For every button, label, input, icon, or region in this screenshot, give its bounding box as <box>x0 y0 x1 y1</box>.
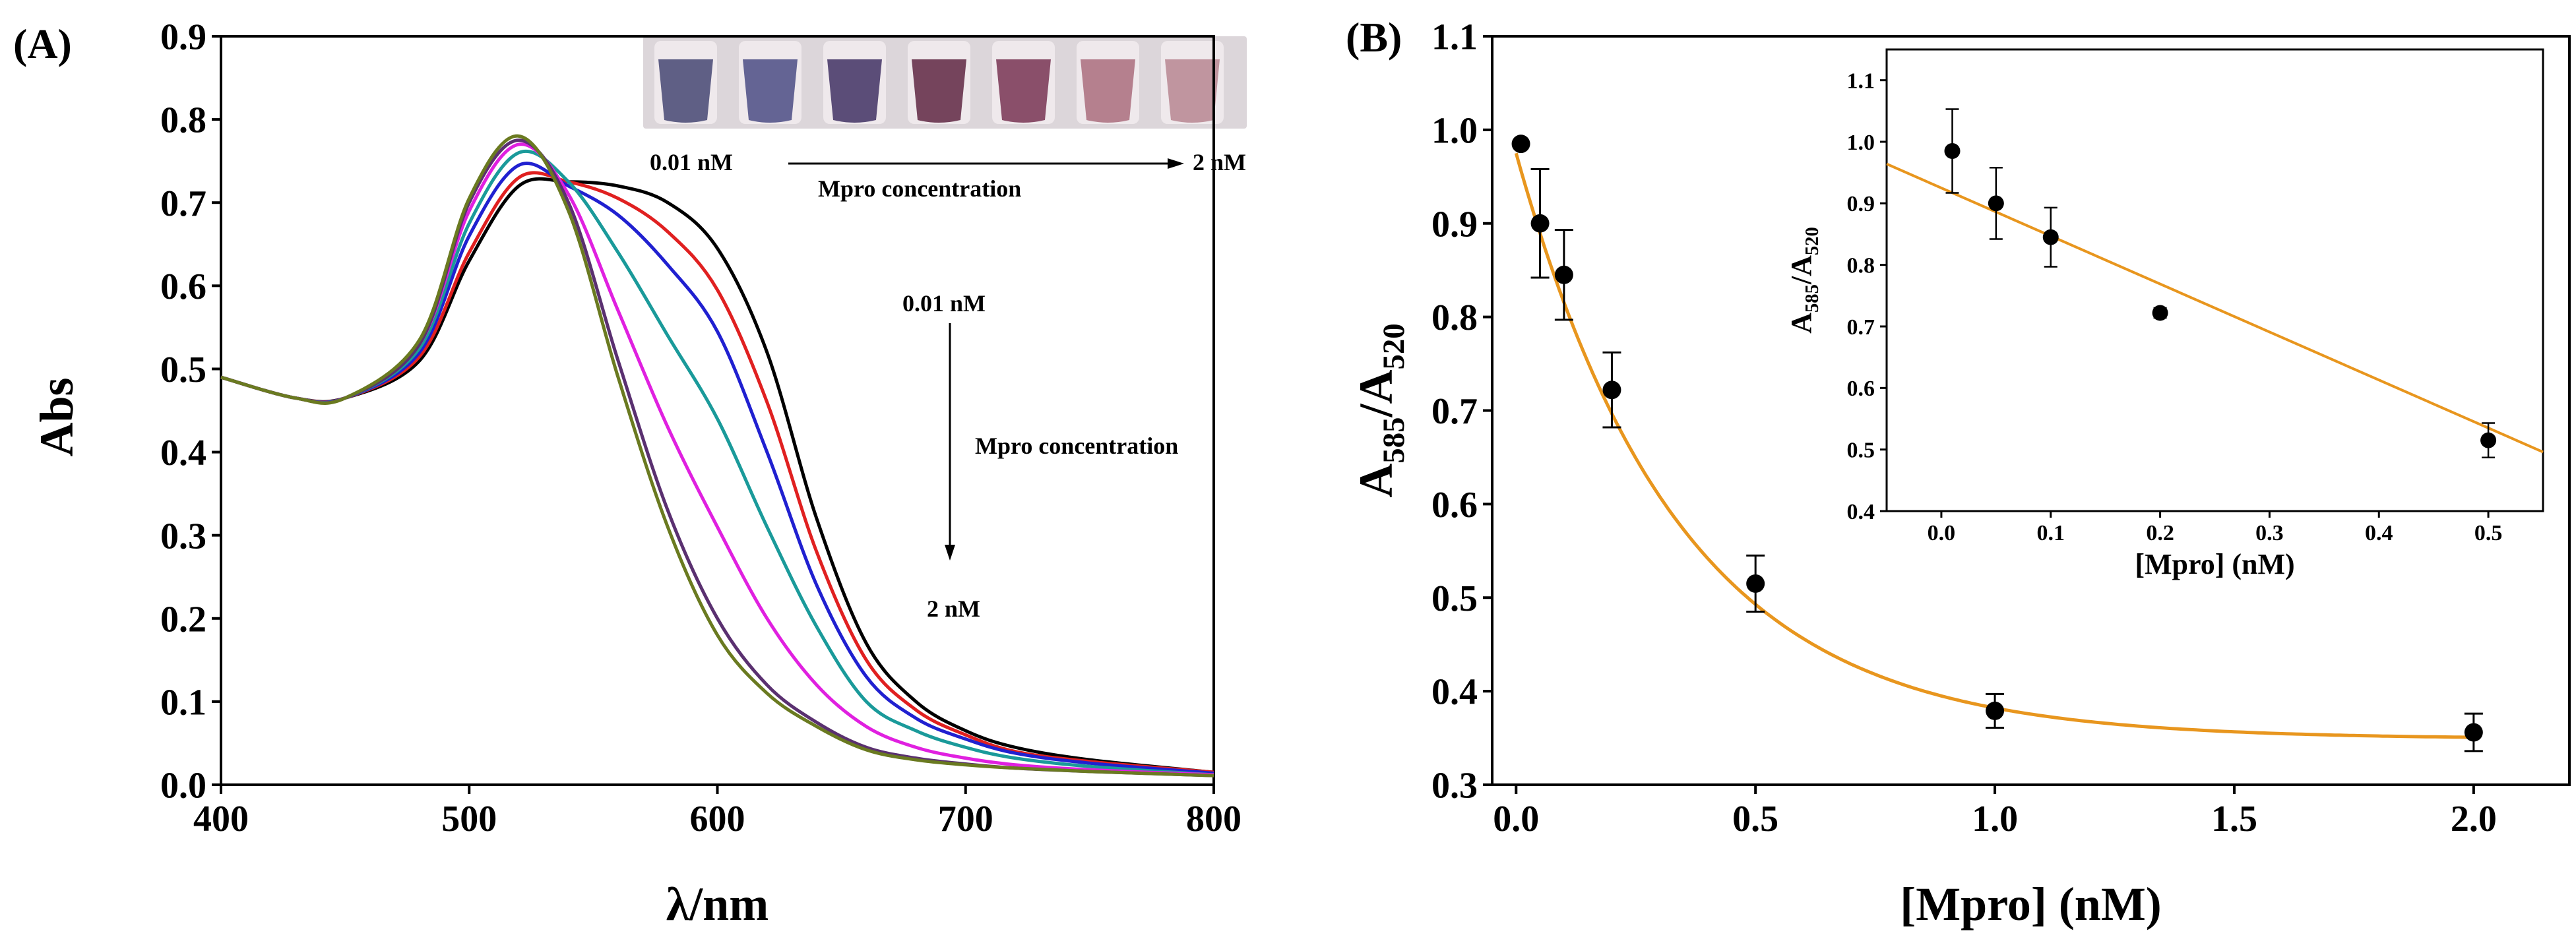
tube-liquid <box>912 59 966 123</box>
tube-liquid <box>996 59 1051 123</box>
data-point <box>2152 305 2168 321</box>
spectrum-line <box>220 177 1214 774</box>
spectrum-line <box>220 142 1214 777</box>
y-tick-label: 1.0 <box>1431 110 1478 151</box>
y-tick-label: 1.1 <box>1431 17 1478 58</box>
photo-label-right: 2 nM <box>1193 149 1246 175</box>
y-tick-label: 0.8 <box>1847 254 1875 278</box>
inset-background <box>1887 49 2543 511</box>
spectrum-line <box>220 171 1214 774</box>
tube-liquid <box>658 59 713 123</box>
y-tick-label: 0.3 <box>1431 766 1478 807</box>
y-tick-label: 0.8 <box>1431 297 1478 338</box>
plot-b-inset: 0.0 0.1 0.2 0.3 0.4 0.5 0.4 0.5 0.6 0.7 0.8 0.9 1.0 1… <box>1785 48 2544 580</box>
x-tick-label: 0.5 <box>2474 521 2503 545</box>
y-tick-label: 0.4 <box>160 433 206 474</box>
y-tick-label: 0.6 <box>1847 377 1875 401</box>
plot-b-main: 0.0 0.5 1.0 1.5 2.0 0.3 0.4 0.5 0.6 0.7 0.8 0.9 1.0 1… <box>1350 17 2571 931</box>
y-tick-label: 0.8 <box>160 100 206 141</box>
spectrum-line <box>220 134 1214 778</box>
y-tick-label: 0.4 <box>1847 500 1875 524</box>
y-tick-label: 0.5 <box>160 350 206 390</box>
data-point <box>1530 214 1550 233</box>
tube-liquid <box>827 59 882 123</box>
x-tick-label: 0.1 <box>2037 521 2065 545</box>
annot-top-label: 0.01 nM <box>902 290 986 317</box>
x-tick-label: 0.2 <box>2146 521 2174 545</box>
data-point <box>1554 265 1573 284</box>
tube-liquid <box>1165 59 1220 123</box>
x-tick-label: 0.3 <box>2255 521 2284 545</box>
x-tick-label: 1.0 <box>1972 799 2018 840</box>
photo-label-left: 0.01 nM <box>650 149 733 175</box>
plot-a-spectra: 400 500 600 700 800 0.0 0.1 0.2 0.3 0.4 0.5 0.6 0.7 0… <box>30 17 1241 931</box>
x-tick-label: 2.0 <box>2451 799 2497 840</box>
y-axis-title: A585/A520 <box>1785 227 1823 334</box>
y-tick-label: 0.3 <box>160 516 206 557</box>
y-tick-label: 1.0 <box>1847 131 1875 155</box>
annot-mid-label: Mpro concentration <box>975 433 1178 459</box>
data-point <box>2042 229 2059 245</box>
data-point <box>1944 143 1961 159</box>
y-tick-label: 0.1 <box>160 682 206 723</box>
inset-x-axis-title: [Mpro] (nM) <box>2135 548 2294 580</box>
x-axis-title: λ/nm <box>666 878 769 931</box>
y-tick-label: 0.0 <box>160 766 206 807</box>
x-tick-label: 700 <box>938 799 993 840</box>
x-tick-label: 0.4 <box>2365 521 2393 545</box>
x-tick-label: 0.0 <box>1493 799 1539 840</box>
data-point <box>1988 195 2004 212</box>
y-axis-title: A585/A520 <box>1350 323 1411 497</box>
data-point <box>2464 723 2483 742</box>
panel-b-letter: (B) <box>1346 14 1402 61</box>
y-axis-title: Abs <box>30 377 83 456</box>
photo-caption: Mpro concentration <box>818 175 1021 202</box>
axes-frame <box>1885 48 2544 512</box>
y-tick-label: 1.1 <box>1847 69 1875 94</box>
x-tick-label: 0.5 <box>1732 799 1778 840</box>
tube-liquid <box>743 59 798 123</box>
y-tick-label: 0.9 <box>160 17 206 58</box>
tube-photo <box>643 36 1247 129</box>
y-tick-label: 0.7 <box>160 183 206 224</box>
spectrum-line <box>220 162 1214 775</box>
data-point <box>1602 381 1621 400</box>
x-axis-title: [Mpro] (nM) <box>1900 878 2162 931</box>
data-point <box>1746 574 1765 593</box>
annot-arrow-head <box>945 545 955 561</box>
y-tick-label: 0.9 <box>1431 204 1478 245</box>
y-tick-label: 0.2 <box>160 599 206 640</box>
data-point <box>2480 432 2497 448</box>
x-tick-label: 1.5 <box>2211 799 2257 840</box>
x-tick-label: 0.0 <box>1928 521 1956 545</box>
y-tick-label: 0.5 <box>1431 578 1478 619</box>
panel-a-letter: (A) <box>13 20 72 67</box>
x-tick-label: 500 <box>441 799 497 840</box>
y-tick-label: 0.7 <box>1431 391 1478 432</box>
annot-bottom-label: 2 nM <box>927 596 980 622</box>
y-tick-label: 0.6 <box>1431 485 1478 526</box>
y-tick-label: 0.9 <box>1847 192 1875 216</box>
x-tick-label: 400 <box>193 799 249 840</box>
x-tick-label: 800 <box>1186 799 1241 840</box>
y-tick-label: 0.5 <box>1847 439 1875 463</box>
y-tick-label: 0.6 <box>160 266 206 307</box>
y-tick-label: 0.4 <box>1431 672 1478 713</box>
data-point <box>1511 135 1530 154</box>
data-point <box>1986 701 2005 720</box>
y-tick-label: 0.7 <box>1847 315 1875 340</box>
photo-arrow-head <box>1168 158 1184 169</box>
tube-liquid <box>1081 59 1135 123</box>
x-tick-label: 600 <box>690 799 745 840</box>
spectrum-line <box>220 150 1214 777</box>
